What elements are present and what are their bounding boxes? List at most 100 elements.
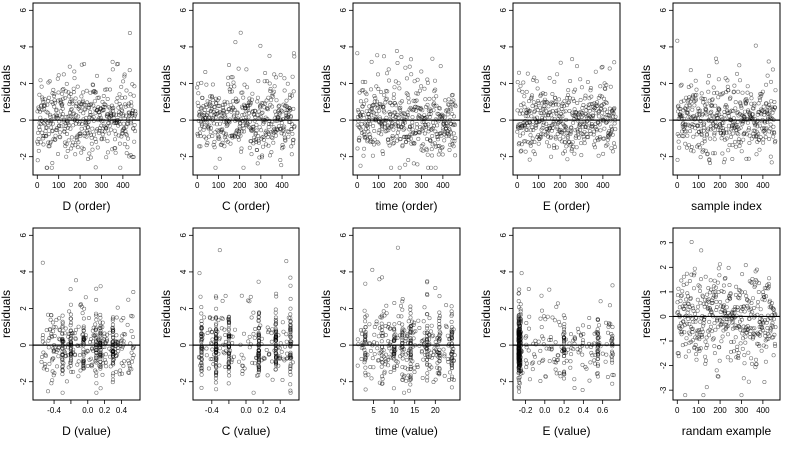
data-point — [291, 89, 296, 94]
data-point — [685, 301, 690, 306]
data-point — [111, 351, 116, 356]
data-point — [552, 146, 557, 151]
data-point — [580, 387, 585, 392]
data-point — [766, 281, 771, 286]
data-point — [111, 105, 116, 110]
y-tick-label: 2 — [19, 81, 28, 86]
data-point — [198, 134, 203, 139]
data-point — [579, 85, 584, 90]
data-point — [213, 294, 218, 299]
data-point — [548, 337, 553, 342]
data-point — [240, 371, 245, 376]
data-point — [753, 283, 758, 288]
data-point — [712, 91, 717, 96]
y-axis-title: residuals — [159, 65, 173, 113]
data-point — [239, 146, 244, 151]
data-point — [699, 133, 704, 138]
data-point — [129, 367, 134, 372]
data-point — [607, 114, 612, 119]
data-point — [94, 360, 99, 365]
data-point — [552, 357, 557, 362]
data-point — [117, 92, 122, 97]
data-point — [445, 112, 450, 117]
data-point — [107, 123, 112, 128]
data-point — [68, 287, 73, 292]
data-point — [565, 136, 570, 141]
data-point — [425, 352, 430, 357]
data-point — [600, 110, 605, 115]
data-point — [130, 108, 135, 113]
data-point — [710, 298, 715, 303]
data-point — [98, 386, 103, 391]
data-point — [691, 273, 696, 278]
data-point — [766, 286, 771, 291]
data-point — [383, 333, 388, 338]
data-point — [710, 104, 715, 109]
data-point — [539, 293, 544, 298]
data-point — [746, 350, 751, 355]
data-point — [256, 353, 261, 358]
data-point — [399, 54, 404, 59]
data-point — [399, 99, 404, 104]
data-point — [109, 348, 114, 353]
data-point — [529, 140, 534, 145]
data-point — [547, 346, 552, 351]
data-point — [100, 372, 105, 377]
data-point — [597, 135, 602, 140]
data-point — [412, 320, 417, 325]
data-point — [102, 102, 107, 107]
y-tick-label: 6 — [179, 233, 188, 238]
data-point — [758, 91, 763, 96]
data-point — [119, 95, 124, 100]
data-point — [728, 95, 733, 100]
data-point — [445, 333, 450, 338]
data-point — [288, 388, 293, 393]
data-point — [425, 280, 430, 285]
data-point — [122, 72, 127, 77]
data-point — [60, 360, 65, 365]
data-point — [257, 109, 262, 114]
data-point — [735, 305, 740, 310]
data-point — [365, 115, 370, 120]
data-point — [224, 124, 229, 129]
data-point — [111, 111, 116, 116]
data-point — [402, 390, 407, 395]
data-point — [516, 299, 521, 304]
data-point — [530, 367, 535, 372]
data-point — [596, 323, 601, 328]
x-tick-label: 100 — [692, 181, 706, 190]
data-point — [86, 125, 91, 130]
data-point — [288, 369, 293, 374]
data-point — [68, 346, 73, 351]
data-point — [693, 78, 698, 83]
data-point — [94, 390, 99, 395]
data-point — [274, 291, 279, 296]
data-point — [406, 100, 411, 105]
data-point — [704, 108, 709, 113]
x-tick-label: 300 — [415, 181, 429, 190]
data-point — [53, 112, 58, 117]
data-point — [86, 103, 91, 108]
data-point — [756, 101, 761, 106]
data-point — [250, 91, 255, 96]
data-point — [238, 133, 243, 138]
data-point — [96, 95, 101, 100]
data-point — [247, 334, 252, 339]
data-point — [728, 291, 733, 296]
data-point — [408, 311, 413, 316]
data-point — [724, 127, 729, 132]
data-point — [63, 354, 68, 359]
data-point — [76, 114, 81, 119]
data-point — [519, 142, 524, 147]
data-point — [752, 326, 757, 331]
data-point — [543, 108, 548, 113]
data-point — [239, 129, 244, 134]
data-point — [724, 104, 729, 109]
data-point — [91, 103, 96, 108]
data-point — [279, 131, 284, 136]
data-point — [587, 315, 592, 320]
data-point — [257, 155, 262, 160]
scatter-points — [516, 271, 616, 394]
data-point — [754, 362, 759, 367]
data-point — [131, 126, 136, 131]
